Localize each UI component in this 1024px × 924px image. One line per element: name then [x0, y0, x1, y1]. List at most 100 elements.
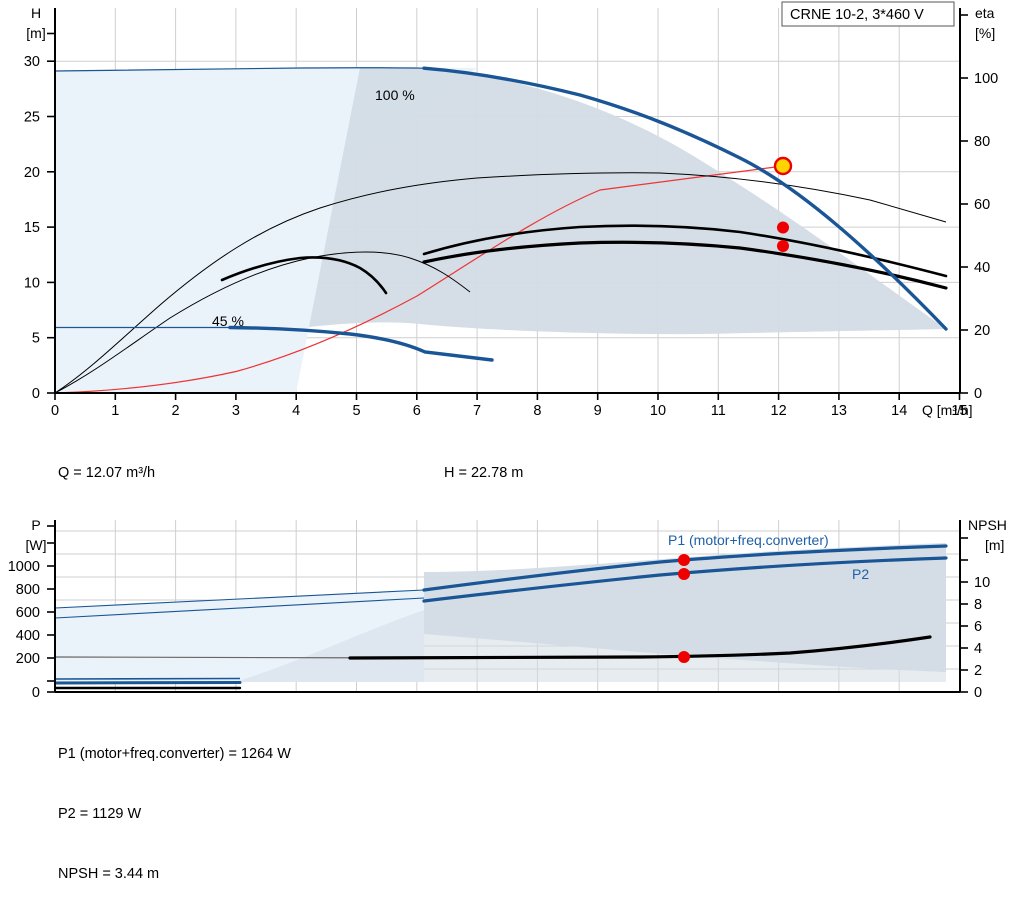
q-tick-6: 6: [413, 403, 421, 419]
left-axis-tick-labels: 0 5 10 15 20 25 30: [24, 54, 40, 402]
p-tick-400: 400: [16, 628, 40, 644]
eta-reduced-thin-curve: [55, 251, 471, 393]
power-envelope-mid: [235, 545, 946, 682]
npsh-axis-label-line2: [m]: [985, 537, 1004, 553]
eta-total-marker[interactable]: [777, 240, 789, 252]
npsh-tick-8: 8: [974, 597, 982, 613]
p2-curve: [422, 556, 948, 603]
q-tick-3: 3: [232, 403, 240, 419]
npsh-45-curve: [55, 677, 241, 680]
model-title-box: CRNE 10-2, 3*460 V: [781, 1, 955, 27]
head-curve-100: [422, 66, 948, 331]
q-tick-7: 7: [473, 403, 481, 419]
p-axis-tick-labels: 0 200 400 600 800 1000: [8, 559, 40, 701]
q-tick-12: 12: [771, 403, 787, 419]
p1-45-curve: [55, 681, 242, 685]
h-tick-0: 0: [32, 386, 40, 402]
q-tick-10: 10: [650, 403, 666, 419]
p-tick-0: 0: [32, 685, 40, 701]
npsh-tick-6: 6: [974, 619, 982, 635]
q-tick-1: 1: [111, 403, 119, 419]
q-tick-14: 14: [891, 403, 907, 419]
q-tick-13: 13: [831, 403, 847, 419]
p2-curve-label: P2: [852, 566, 869, 582]
info-q: Q = 12.07 m³/h: [58, 465, 156, 481]
eta-tick-0: 0: [974, 386, 982, 402]
q-tick-5: 5: [352, 403, 360, 419]
envelope-inner-light: [55, 67, 360, 393]
q-tick-8: 8: [533, 403, 541, 419]
p-tick-600: 600: [16, 605, 40, 621]
info-h: H = 22.78 m: [444, 465, 524, 481]
q-axis-label: Q [m³/h]: [922, 402, 973, 418]
p2-duty-marker[interactable]: [678, 568, 690, 580]
axes-bottom: [54, 520, 961, 693]
eta-pump-thick-curve: [422, 224, 948, 278]
npsh-duty-marker[interactable]: [678, 651, 690, 663]
curve-label-45-percent: 45 %: [212, 313, 244, 329]
eta-reduced-thick-curve: [220, 256, 388, 295]
curve-label-100-percent: 100 %: [375, 87, 415, 103]
head-curve-45: [228, 325, 494, 362]
p1-duty-marker[interactable]: [678, 554, 690, 566]
eta-tick-40: 40: [974, 260, 990, 276]
eta-tick-60: 60: [974, 197, 990, 213]
p1-curve: [422, 544, 948, 592]
power-chart-svg: 0 200 400 600 800 1000 0 2 4 6 8 10 P [W…: [8, 517, 1007, 701]
right-axis-ticks: [960, 14, 968, 394]
q-tick-9: 9: [594, 403, 602, 419]
p2-thin-curve: [55, 597, 425, 619]
axes: [54, 8, 961, 394]
npsh-axis-label-line1: NPSH: [968, 517, 1007, 533]
info-npsh: NPSH = 3.44 m: [58, 866, 160, 882]
h-axis-label-line2: [m]: [26, 25, 45, 41]
info-p1: P1 (motor+freq.converter) = 1264 W: [58, 746, 291, 762]
npsh-tick-0: 0: [974, 685, 982, 701]
h-tick-20: 20: [24, 165, 40, 181]
eta-axis-label-line2: [%]: [975, 25, 995, 41]
eta-axis-label-line1: eta: [975, 5, 995, 21]
model-title-text: CRNE 10-2, 3*460 V: [790, 7, 924, 23]
eta-pump-marker[interactable]: [777, 221, 789, 234]
npsh-tick-4: 4: [974, 641, 982, 657]
eta-total-thick-curve: [422, 240, 948, 290]
eta-pump-thin-curve: [55, 172, 947, 393]
system-curve: [55, 165, 784, 393]
h-tick-15: 15: [24, 220, 40, 236]
right-axis-tick-labels: 0 20 40 60 80 100: [974, 71, 998, 402]
info-p2: P2 = 1129 W: [58, 806, 142, 822]
h-axis-label-line1: H: [31, 5, 41, 21]
q-tick-4: 4: [292, 403, 300, 419]
npsh-tick-10: 10: [974, 575, 990, 591]
head-chart-svg: 0 5 10 15 20 25 30 0 20 40 60 80 100 0 1: [24, 1, 998, 419]
p-tick-200: 200: [16, 651, 40, 667]
eta-tick-80: 80: [974, 134, 990, 150]
head-curve-100-thin: [55, 67, 425, 72]
h-tick-5: 5: [32, 331, 40, 347]
q-tick-11: 11: [711, 403, 726, 419]
h-tick-25: 25: [24, 110, 40, 126]
p-axis-label-line2: [W]: [26, 537, 47, 553]
h-tick-30: 30: [24, 54, 40, 70]
duty-point-marker[interactable]: [773, 156, 793, 176]
q-tick-0: 0: [51, 403, 59, 419]
p1-curve-label: P1 (motor+freq.converter): [668, 532, 829, 548]
head-efficiency-chart: 0 5 10 15 20 25 30 0 20 40 60 80 100 0 1: [0, 0, 1024, 420]
bottom-axis-ticks: [54, 393, 961, 400]
p-tick-1000: 1000: [8, 559, 40, 575]
q-tick-15: 15: [951, 403, 967, 419]
q-tick-2: 2: [172, 403, 180, 419]
right-axis-ticks-bottom: [960, 537, 968, 693]
power-npsh-chart: 0 200 400 600 800 1000 0 2 4 6 8 10 P [W…: [0, 512, 1024, 712]
p-tick-800: 800: [16, 582, 40, 598]
x-axis-tick-labels: 0 1 2 3 4 5 6 7 8 9 10 11 12 13 14 15: [51, 403, 968, 419]
npsh-tick-2: 2: [974, 663, 982, 679]
npsh-axis-tick-labels: 0 2 4 6 8 10: [974, 575, 990, 701]
p-axis-label-line1: P: [31, 517, 40, 533]
h-tick-10: 10: [24, 275, 40, 291]
eta-tick-20: 20: [974, 323, 990, 339]
bottom-info: P1 (motor+freq.converter) = 1264 W P2 = …: [58, 704, 291, 924]
eta-tick-100: 100: [974, 71, 998, 87]
left-axis-ticks: [47, 32, 55, 394]
left-axis-ticks-bottom: [47, 525, 55, 693]
